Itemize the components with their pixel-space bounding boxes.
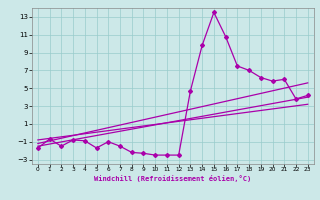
X-axis label: Windchill (Refroidissement éolien,°C): Windchill (Refroidissement éolien,°C) <box>94 175 252 182</box>
